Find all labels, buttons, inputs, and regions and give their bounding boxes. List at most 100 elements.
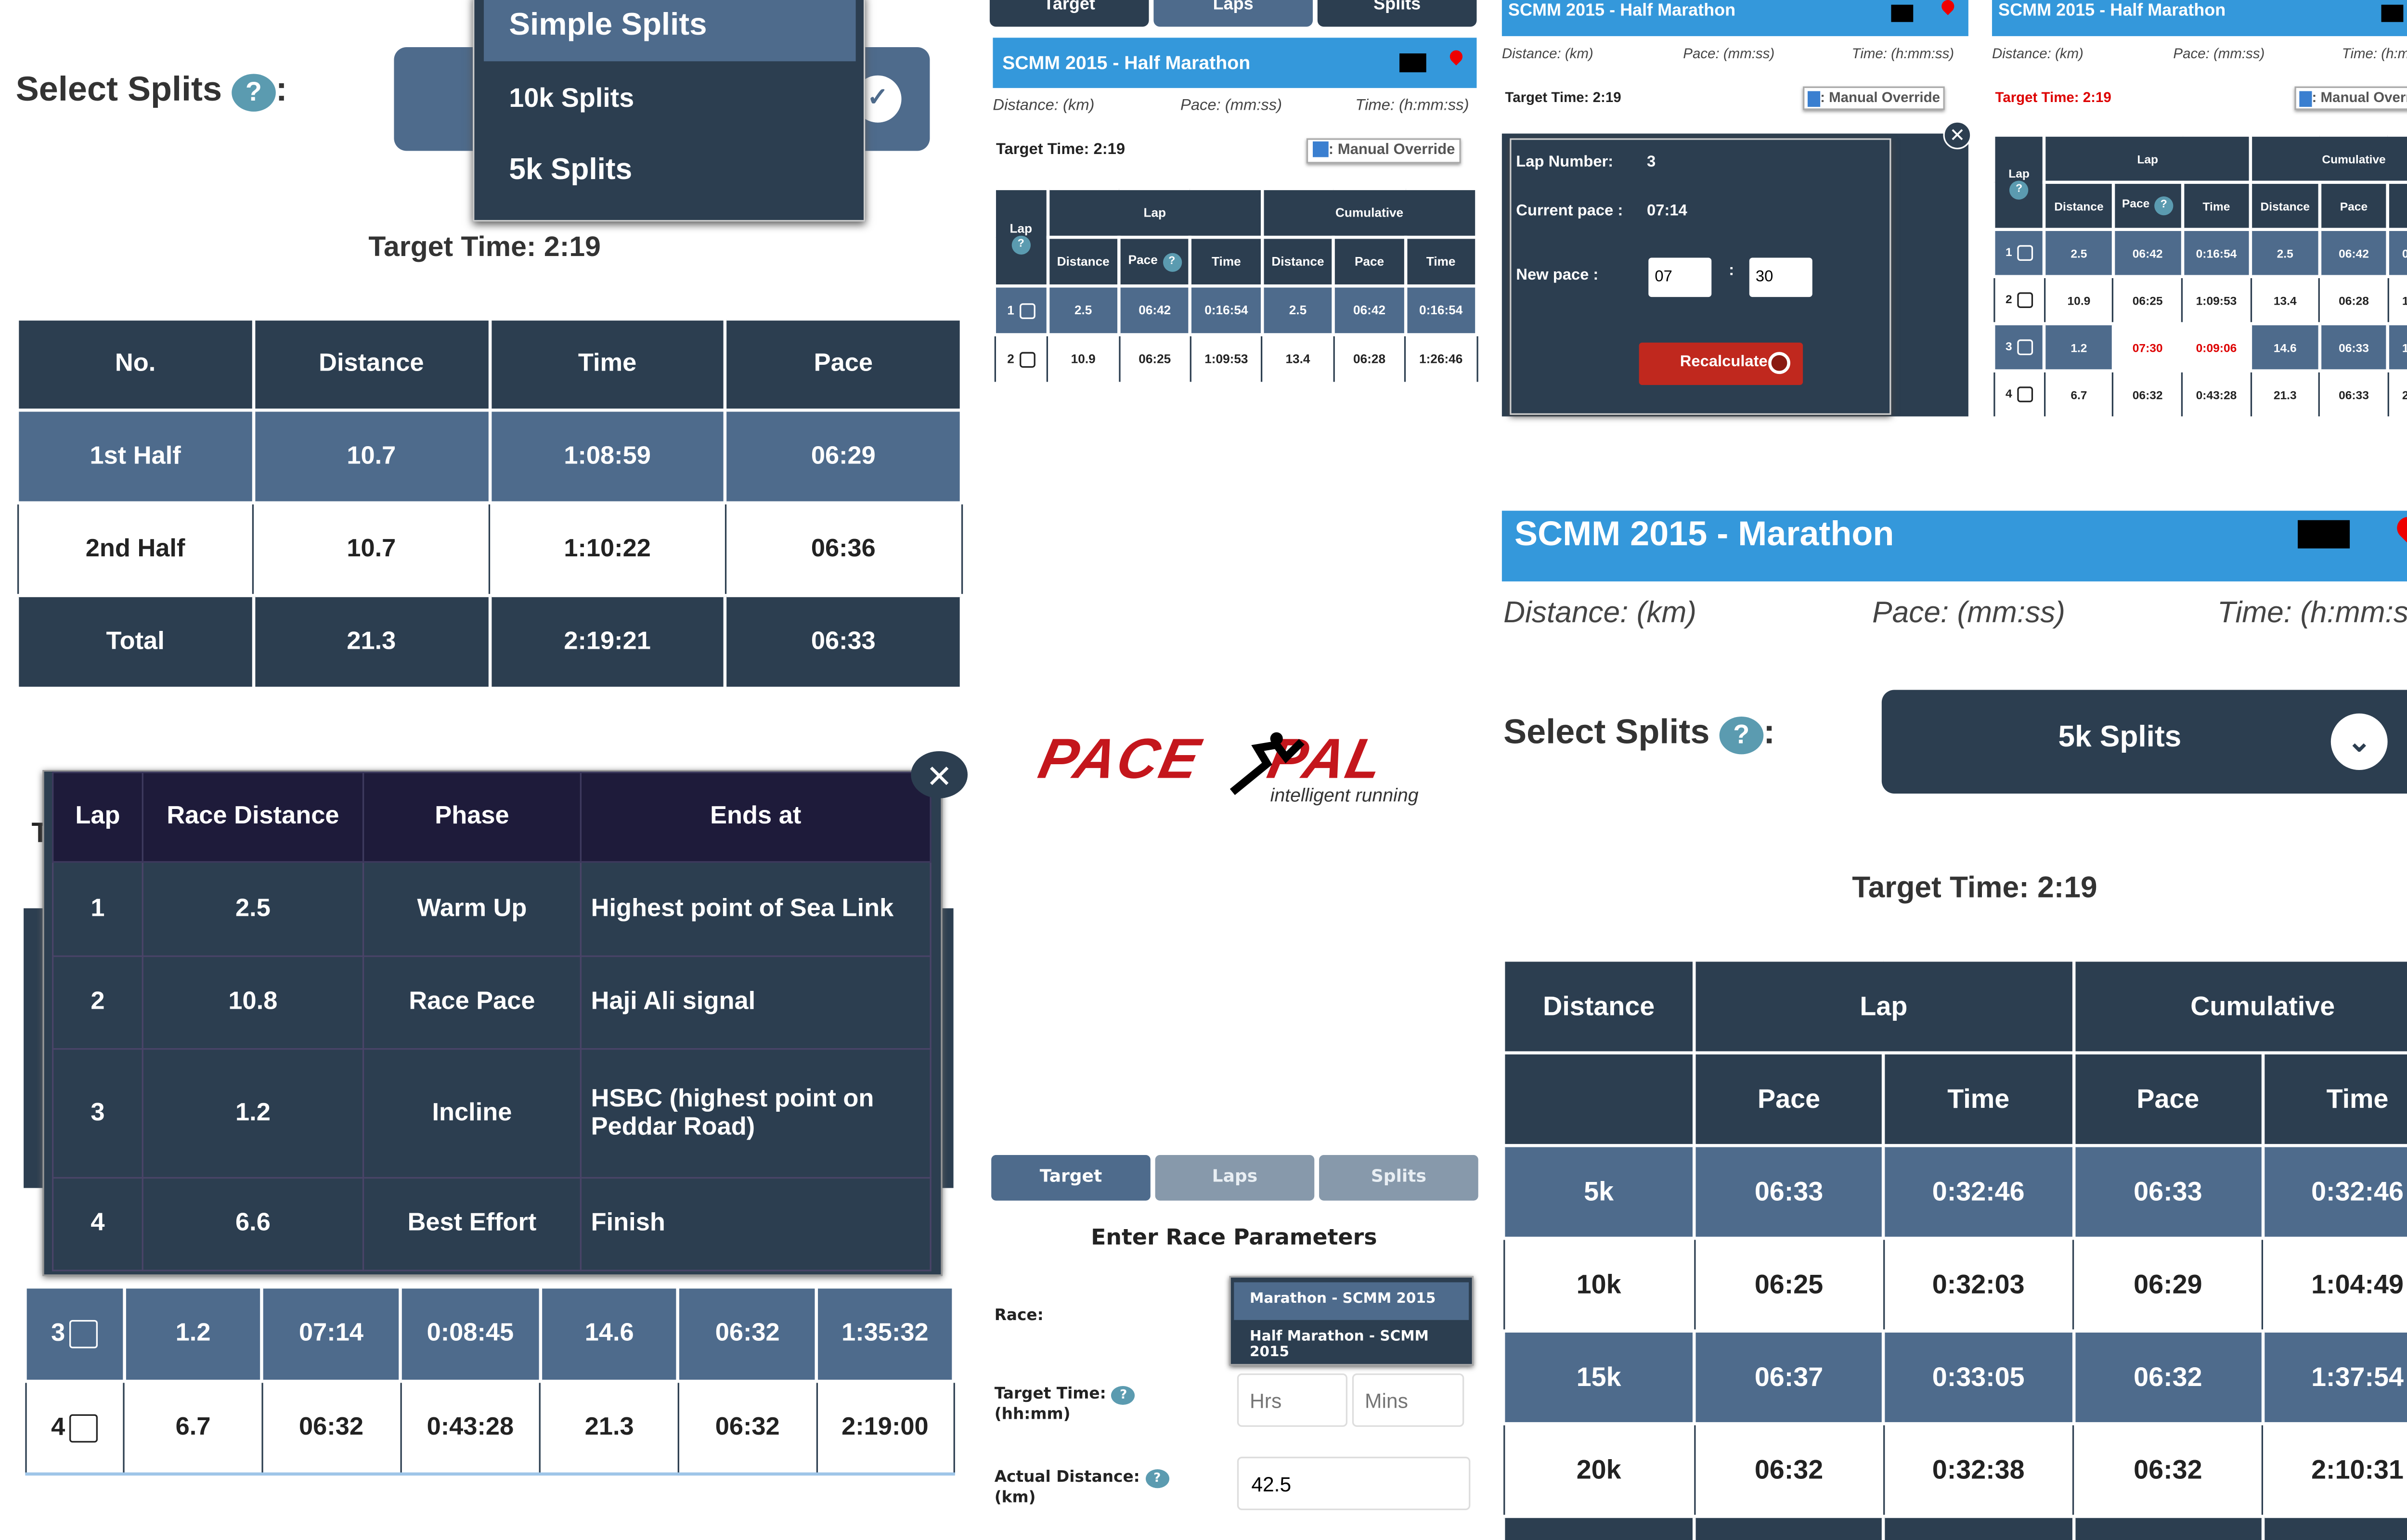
new-pace-minutes-input[interactable] [1648, 257, 1712, 297]
cell: 0:09:06 [2180, 322, 2252, 372]
help-icon[interactable]: ? [232, 74, 276, 112]
list-icon [1807, 90, 1821, 106]
phase-table: Lap Race Distance Phase Ends at 1 2.5 Warm Up… [52, 771, 932, 1271]
hours-input[interactable] [1237, 1373, 1348, 1427]
race-option[interactable]: Half Marathon - SCMM 2015 [1250, 1329, 1429, 1361]
tab-target[interactable]: Target [989, 0, 1149, 27]
manual-override-button[interactable]: : Manual Override [1306, 138, 1462, 164]
col-header: Distance [1501, 958, 1696, 1055]
col-header: Time [1882, 1051, 2075, 1147]
manual-override-button[interactable]: : Manual Override [2294, 86, 2407, 110]
tab-splits[interactable]: Splits [1319, 1155, 1478, 1201]
cell[interactable]: 3 [24, 1285, 126, 1383]
cell: 06:42 [1117, 284, 1192, 336]
cell: 06:32 [676, 1285, 818, 1383]
dropdown-option[interactable]: Simple Splits [484, 0, 856, 62]
cell[interactable]: 1 [1992, 228, 2046, 278]
help-icon[interactable]: ? [1011, 235, 1031, 254]
cell[interactable]: 4 [1993, 369, 2045, 420]
tab-target[interactable]: Target [991, 1155, 1151, 1201]
cell: 1:35:32 [815, 1285, 955, 1383]
edit-icon[interactable] [70, 1414, 98, 1443]
close-icon[interactable]: ✕ [1943, 121, 1972, 150]
distance-unit: Distance: (km) [1501, 45, 1593, 62]
help-icon[interactable]: ? [2009, 180, 2029, 199]
cell: 1:09:53 [2181, 275, 2252, 325]
edit-icon[interactable] [2017, 339, 2033, 355]
cell-text: 6.6 [235, 1210, 271, 1237]
help-icon[interactable]: ? [1145, 1469, 1169, 1489]
race-select[interactable]: Marathon - SCMM 2015 Half Marathon - SCM… [1229, 1276, 1474, 1366]
distance-unit: Distance: (km) [1992, 45, 2083, 62]
edit-icon[interactable] [1019, 351, 1035, 367]
cell[interactable]: 4 [24, 1379, 125, 1477]
cell[interactable]: 2 [994, 333, 1048, 385]
email-icon[interactable] [1891, 4, 1914, 22]
tab-splits[interactable]: Splits [1317, 0, 1477, 27]
help-icon[interactable]: ? [1112, 1386, 1136, 1405]
edit-icon[interactable] [1019, 302, 1035, 319]
cell: 2nd Half [16, 501, 254, 597]
edit-icon[interactable] [2017, 386, 2033, 402]
email-icon[interactable] [2381, 4, 2404, 22]
col-header: Lap [1692, 958, 2075, 1055]
dropdown-option[interactable]: 5k Splits [509, 154, 633, 187]
cell[interactable]: 2 [1993, 275, 2045, 325]
cell-text: 0:33:05 [1932, 1361, 2025, 1392]
help-icon[interactable]: ? [2154, 196, 2174, 216]
location-pin-icon[interactable] [1447, 48, 1465, 66]
cell-text: 2:10:31 [2311, 1454, 2404, 1485]
time-unit: Time: (h:mm:ss) [2217, 597, 2407, 630]
race-option[interactable]: Marathon - SCMM 2015 [1234, 1282, 1469, 1320]
table-row: 20k 06:32 0:32:38 06:32 2:10:31 [1502, 1422, 2407, 1518]
email-icon[interactable] [2298, 520, 2350, 549]
cell: Incline [362, 1048, 582, 1179]
location-pin-icon[interactable] [1939, 0, 1957, 15]
cell: 0:43:28 [2181, 369, 2252, 420]
cell-text: 0:43:28 [427, 1414, 514, 1441]
close-icon[interactable]: ✕ [911, 751, 968, 798]
table-row: 5k 06:33 0:32:46 06:33 0:32:46 [1501, 1144, 2407, 1240]
cell: 4 [52, 1177, 143, 1271]
cell-text: 06:32 [715, 1320, 780, 1347]
edit-icon[interactable] [2017, 245, 2033, 261]
logo-tagline: intelligent running [1270, 784, 1419, 807]
col-header: Cumulative [2071, 958, 2407, 1055]
select-splits-label: Select Splits ?: [1503, 712, 1775, 755]
target-time-label: Target Time: ? (hh:mm) [995, 1385, 1136, 1425]
cell-text: 06:33 [1754, 1176, 1824, 1206]
cell: 2.5 [1046, 284, 1121, 336]
manual-override-button[interactable]: : Manual Override [1803, 86, 1945, 110]
cell[interactable]: 3 [1992, 322, 2046, 372]
new-pace-seconds-input[interactable] [1749, 257, 1812, 297]
cell-text: 2:19:00 [841, 1414, 929, 1441]
phase-dialog: Lap Race Distance Phase Ends at 1 2.5 Warm Up… [42, 770, 943, 1276]
help-icon[interactable]: ? [1719, 716, 1764, 755]
tab-laps[interactable]: Laps [1153, 0, 1313, 27]
cell-text: 6.7 [175, 1414, 211, 1441]
location-pin-icon[interactable] [2392, 512, 2407, 544]
distance-input[interactable] [1237, 1456, 1471, 1510]
cell: Warm Up [362, 861, 582, 957]
cell: 1:04:49 [2262, 1236, 2407, 1333]
dropdown-option[interactable]: 10k Splits [509, 83, 634, 114]
cell: 2.5 [2249, 228, 2321, 278]
cell[interactable]: 1 [993, 284, 1049, 336]
cell: 0:08:45 [399, 1285, 542, 1383]
edit-icon[interactable] [2017, 292, 2033, 308]
cell-text: 06:29 [2134, 1269, 2202, 1299]
help-icon[interactable]: ? [1162, 252, 1181, 271]
minutes-input[interactable] [1352, 1373, 1464, 1427]
splits-select[interactable]: 5k Splits ⌄ [1881, 690, 2407, 794]
simple-splits-table: No. Distance Time Pace 1st Half 10.7 1:08:59 0… [15, 317, 963, 690]
email-icon[interactable] [1399, 53, 1426, 73]
pacepal-logo: PACE PAL intelligent running [1034, 726, 1450, 821]
time-unit: Time: (h:mm:ss) [2342, 45, 2407, 62]
cell: 2:10:31 [2262, 1422, 2407, 1518]
edit-icon[interactable] [70, 1320, 98, 1348]
recalculate-button[interactable]: Recalculate [1639, 342, 1803, 385]
cell: 10.9 [1047, 333, 1120, 385]
cell-text: 1 [91, 895, 105, 922]
tab-laps[interactable]: Laps [1155, 1155, 1315, 1201]
cell: 06:28 [2318, 275, 2389, 325]
